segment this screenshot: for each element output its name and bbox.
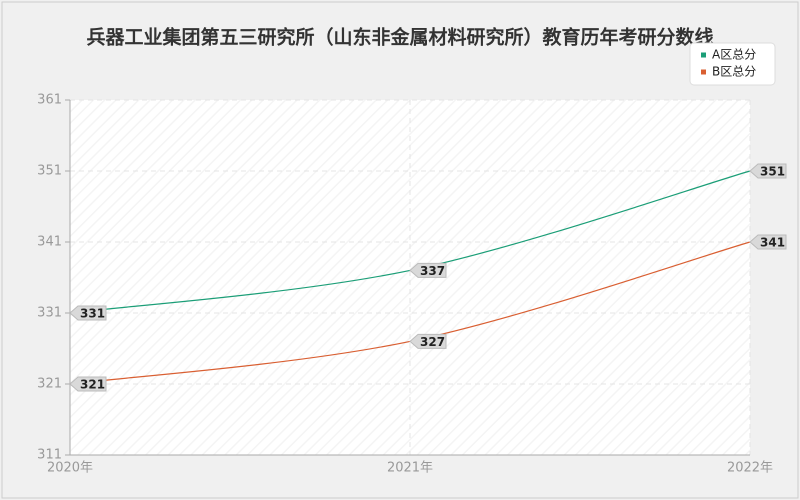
- legend-label: B区总分: [712, 65, 756, 79]
- y-tick-label: 361: [37, 93, 62, 108]
- chart-title: 兵器工业集团第五三研究所（山东非金属材料研究所）教育历年考研分数线: [86, 26, 713, 49]
- y-tick-label: 331: [37, 306, 62, 321]
- data-label: 331: [80, 307, 105, 321]
- y-tick-label: 341: [37, 235, 62, 250]
- legend-swatch: [701, 52, 706, 58]
- x-tick-label: 2022年: [727, 461, 773, 476]
- data-label: 341: [760, 236, 785, 250]
- y-tick-label: 351: [37, 164, 62, 179]
- data-label-tag: [69, 305, 107, 321]
- data-label: 321: [80, 378, 105, 392]
- data-label-tag: [749, 163, 787, 179]
- data-label: 327: [420, 335, 445, 349]
- data-label-tag: [409, 262, 447, 278]
- y-tick-label: 321: [37, 377, 62, 392]
- data-label: 351: [760, 165, 785, 179]
- legend-label: A区总分: [712, 48, 756, 62]
- data-label-tag: [749, 234, 787, 250]
- y-tick-label: 311: [37, 448, 62, 463]
- data-label: 337: [420, 264, 445, 278]
- x-tick-label: 2021年: [387, 461, 433, 476]
- data-label-tag: [409, 333, 447, 349]
- data-label-tag: [69, 376, 107, 392]
- legend-box: [689, 42, 776, 86]
- legend-swatch: [701, 69, 706, 75]
- x-tick-label: 2020年: [47, 461, 93, 476]
